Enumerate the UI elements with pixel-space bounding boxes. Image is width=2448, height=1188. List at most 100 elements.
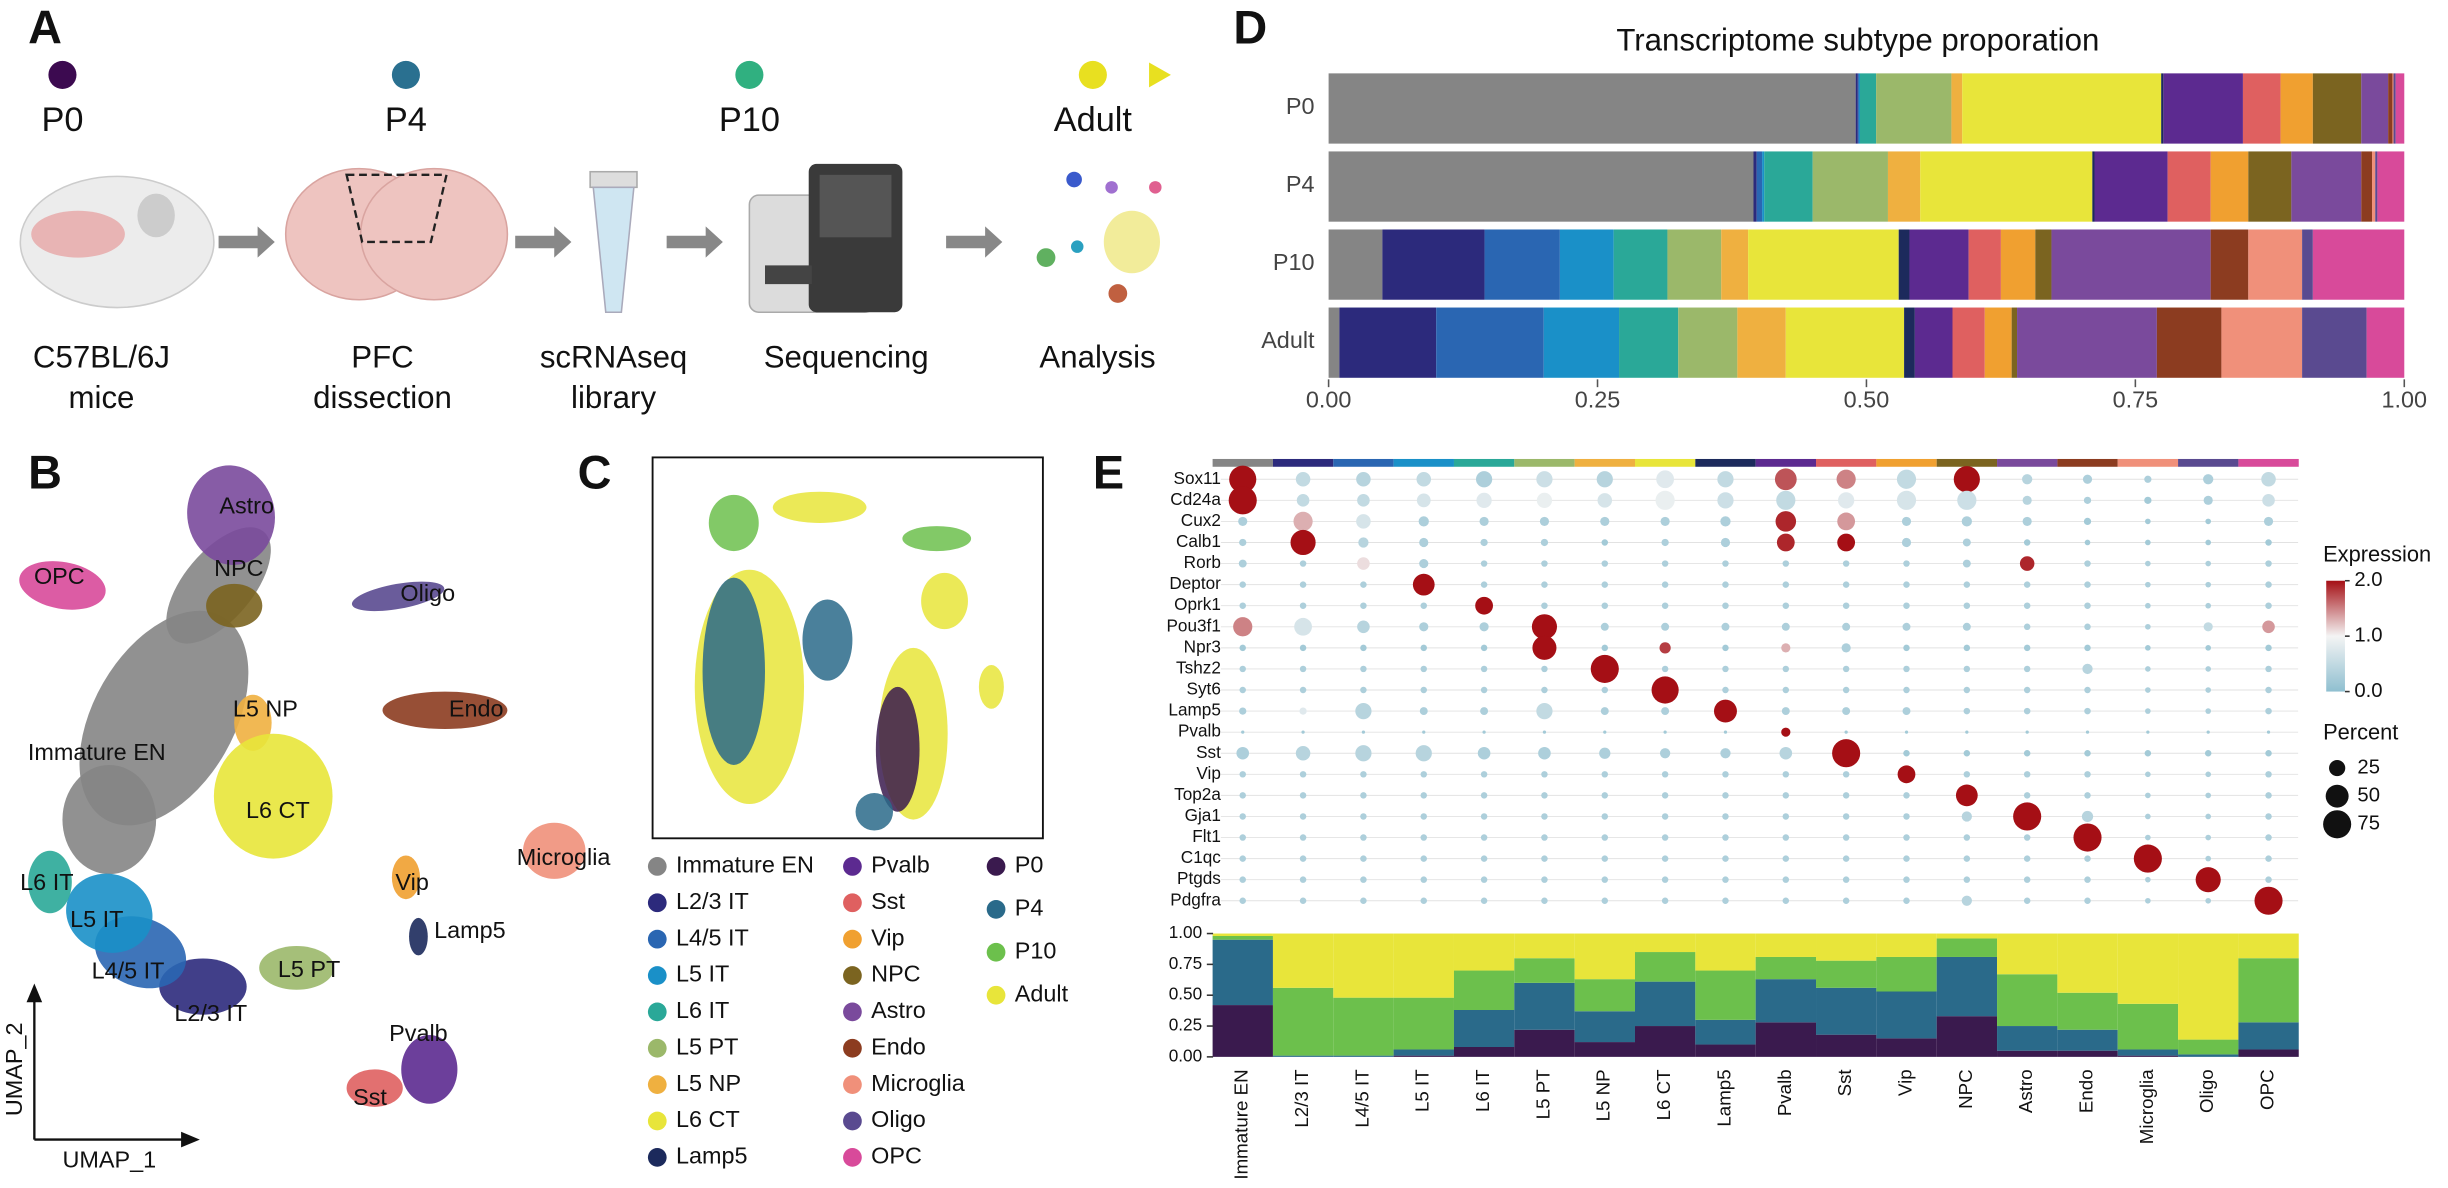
bar-segment <box>1898 229 1910 300</box>
legend-swatch <box>843 1111 862 1131</box>
cluster-label: L6 CT <box>246 797 310 823</box>
dot <box>2265 560 2272 567</box>
umap-stage-region <box>802 599 853 681</box>
dot <box>2205 666 2212 672</box>
dot <box>1360 897 1367 905</box>
bar-segment <box>2248 151 2292 222</box>
dot <box>1355 745 1372 762</box>
dot <box>2023 897 2031 905</box>
bar-segment <box>2178 1054 2239 1057</box>
dot <box>2265 602 2272 609</box>
dot <box>1239 813 1246 820</box>
dot <box>1357 557 1370 570</box>
bar-segment <box>2361 151 2373 222</box>
umap-cluster <box>213 733 333 859</box>
x-tick-label: Pvalb <box>1774 1069 1795 1116</box>
dot <box>1601 771 1609 778</box>
dot <box>1357 494 1370 507</box>
dot <box>1842 665 1850 673</box>
dot <box>1963 855 1971 862</box>
dot <box>1480 560 1488 567</box>
dot <box>1420 876 1428 883</box>
dot <box>2205 792 2212 799</box>
umap-cluster <box>409 917 428 956</box>
size-legend-dot <box>2325 784 2349 808</box>
x-tick-label: 0.75 <box>2113 386 2159 412</box>
dot <box>1781 622 1790 631</box>
dot <box>1963 707 1971 715</box>
dot <box>2013 802 2042 831</box>
dot <box>1531 614 1558 640</box>
bar-segment <box>2302 307 2367 378</box>
dot <box>1416 493 1431 508</box>
dot <box>1541 855 1548 862</box>
cluster-color <box>1514 458 1575 467</box>
gene-label: Sox11 <box>1174 468 1221 488</box>
bar-segment <box>1816 1034 1877 1057</box>
bar-segment <box>1812 151 1888 222</box>
gene-label: C1qc <box>1181 847 1221 867</box>
dot <box>1601 602 1609 609</box>
legend-title: Percent <box>2323 719 2398 744</box>
dot <box>1541 602 1548 609</box>
cluster-color <box>2178 458 2239 467</box>
bar-segment <box>1755 1022 1817 1057</box>
dot <box>2205 708 2212 714</box>
gene-label: Rorb <box>1184 552 1221 572</box>
dot <box>1360 813 1367 820</box>
bar-segment <box>2375 151 2378 222</box>
dot <box>1420 665 1428 673</box>
bar-segment <box>1936 1016 1998 1057</box>
dot <box>1360 855 1367 862</box>
dot <box>1782 581 1790 588</box>
dot <box>1420 771 1428 778</box>
dot <box>1837 512 1856 531</box>
dot <box>1301 730 1305 734</box>
bar-segment <box>1212 939 1273 1006</box>
bar-segment <box>1876 933 1937 957</box>
dot <box>1475 471 1493 488</box>
dot <box>2145 560 2151 567</box>
bar-segment <box>1997 1026 2058 1051</box>
dot <box>1897 765 1916 784</box>
bar-segment <box>1753 151 1757 222</box>
dot <box>1479 516 1489 526</box>
dot <box>2205 771 2212 778</box>
legend-swatch <box>986 942 1006 962</box>
dot <box>2084 792 2091 799</box>
dot <box>1290 529 1316 556</box>
bar-segment <box>1393 1055 1454 1057</box>
bar-segment <box>1876 991 1937 1039</box>
bar-segment <box>1755 956 1817 980</box>
dot <box>1722 581 1729 588</box>
legend-label: Oligo <box>871 1106 926 1132</box>
umap-stage-region <box>978 665 1004 709</box>
dot <box>1480 855 1488 862</box>
dot <box>2144 475 2152 483</box>
dot <box>1239 771 1246 778</box>
bar-segment <box>1755 933 1817 957</box>
dot <box>2145 813 2151 820</box>
dot <box>2084 876 2091 883</box>
dot <box>1722 665 1729 673</box>
bar-segment <box>2242 73 2281 144</box>
dot <box>2145 687 2151 693</box>
umap-cluster <box>19 561 106 610</box>
bar-segment <box>1678 307 1738 378</box>
dot <box>2081 810 2094 823</box>
gene-label: Vip <box>1196 763 1221 783</box>
dot <box>2073 823 2102 852</box>
bar-segment <box>1887 151 1921 222</box>
legend-swatch <box>843 1075 862 1095</box>
dot <box>1299 707 1307 715</box>
dot <box>1903 834 1910 841</box>
cluster-label: Oligo <box>400 580 455 606</box>
x-tick-label: Endo <box>2075 1069 2096 1113</box>
dot <box>1541 771 1548 778</box>
bar-segment <box>2372 151 2376 222</box>
dot <box>2023 665 2031 673</box>
dot <box>2205 897 2212 904</box>
dot <box>1775 511 1797 532</box>
gene-label: Top2a <box>1174 784 1221 804</box>
dot <box>2084 539 2091 546</box>
